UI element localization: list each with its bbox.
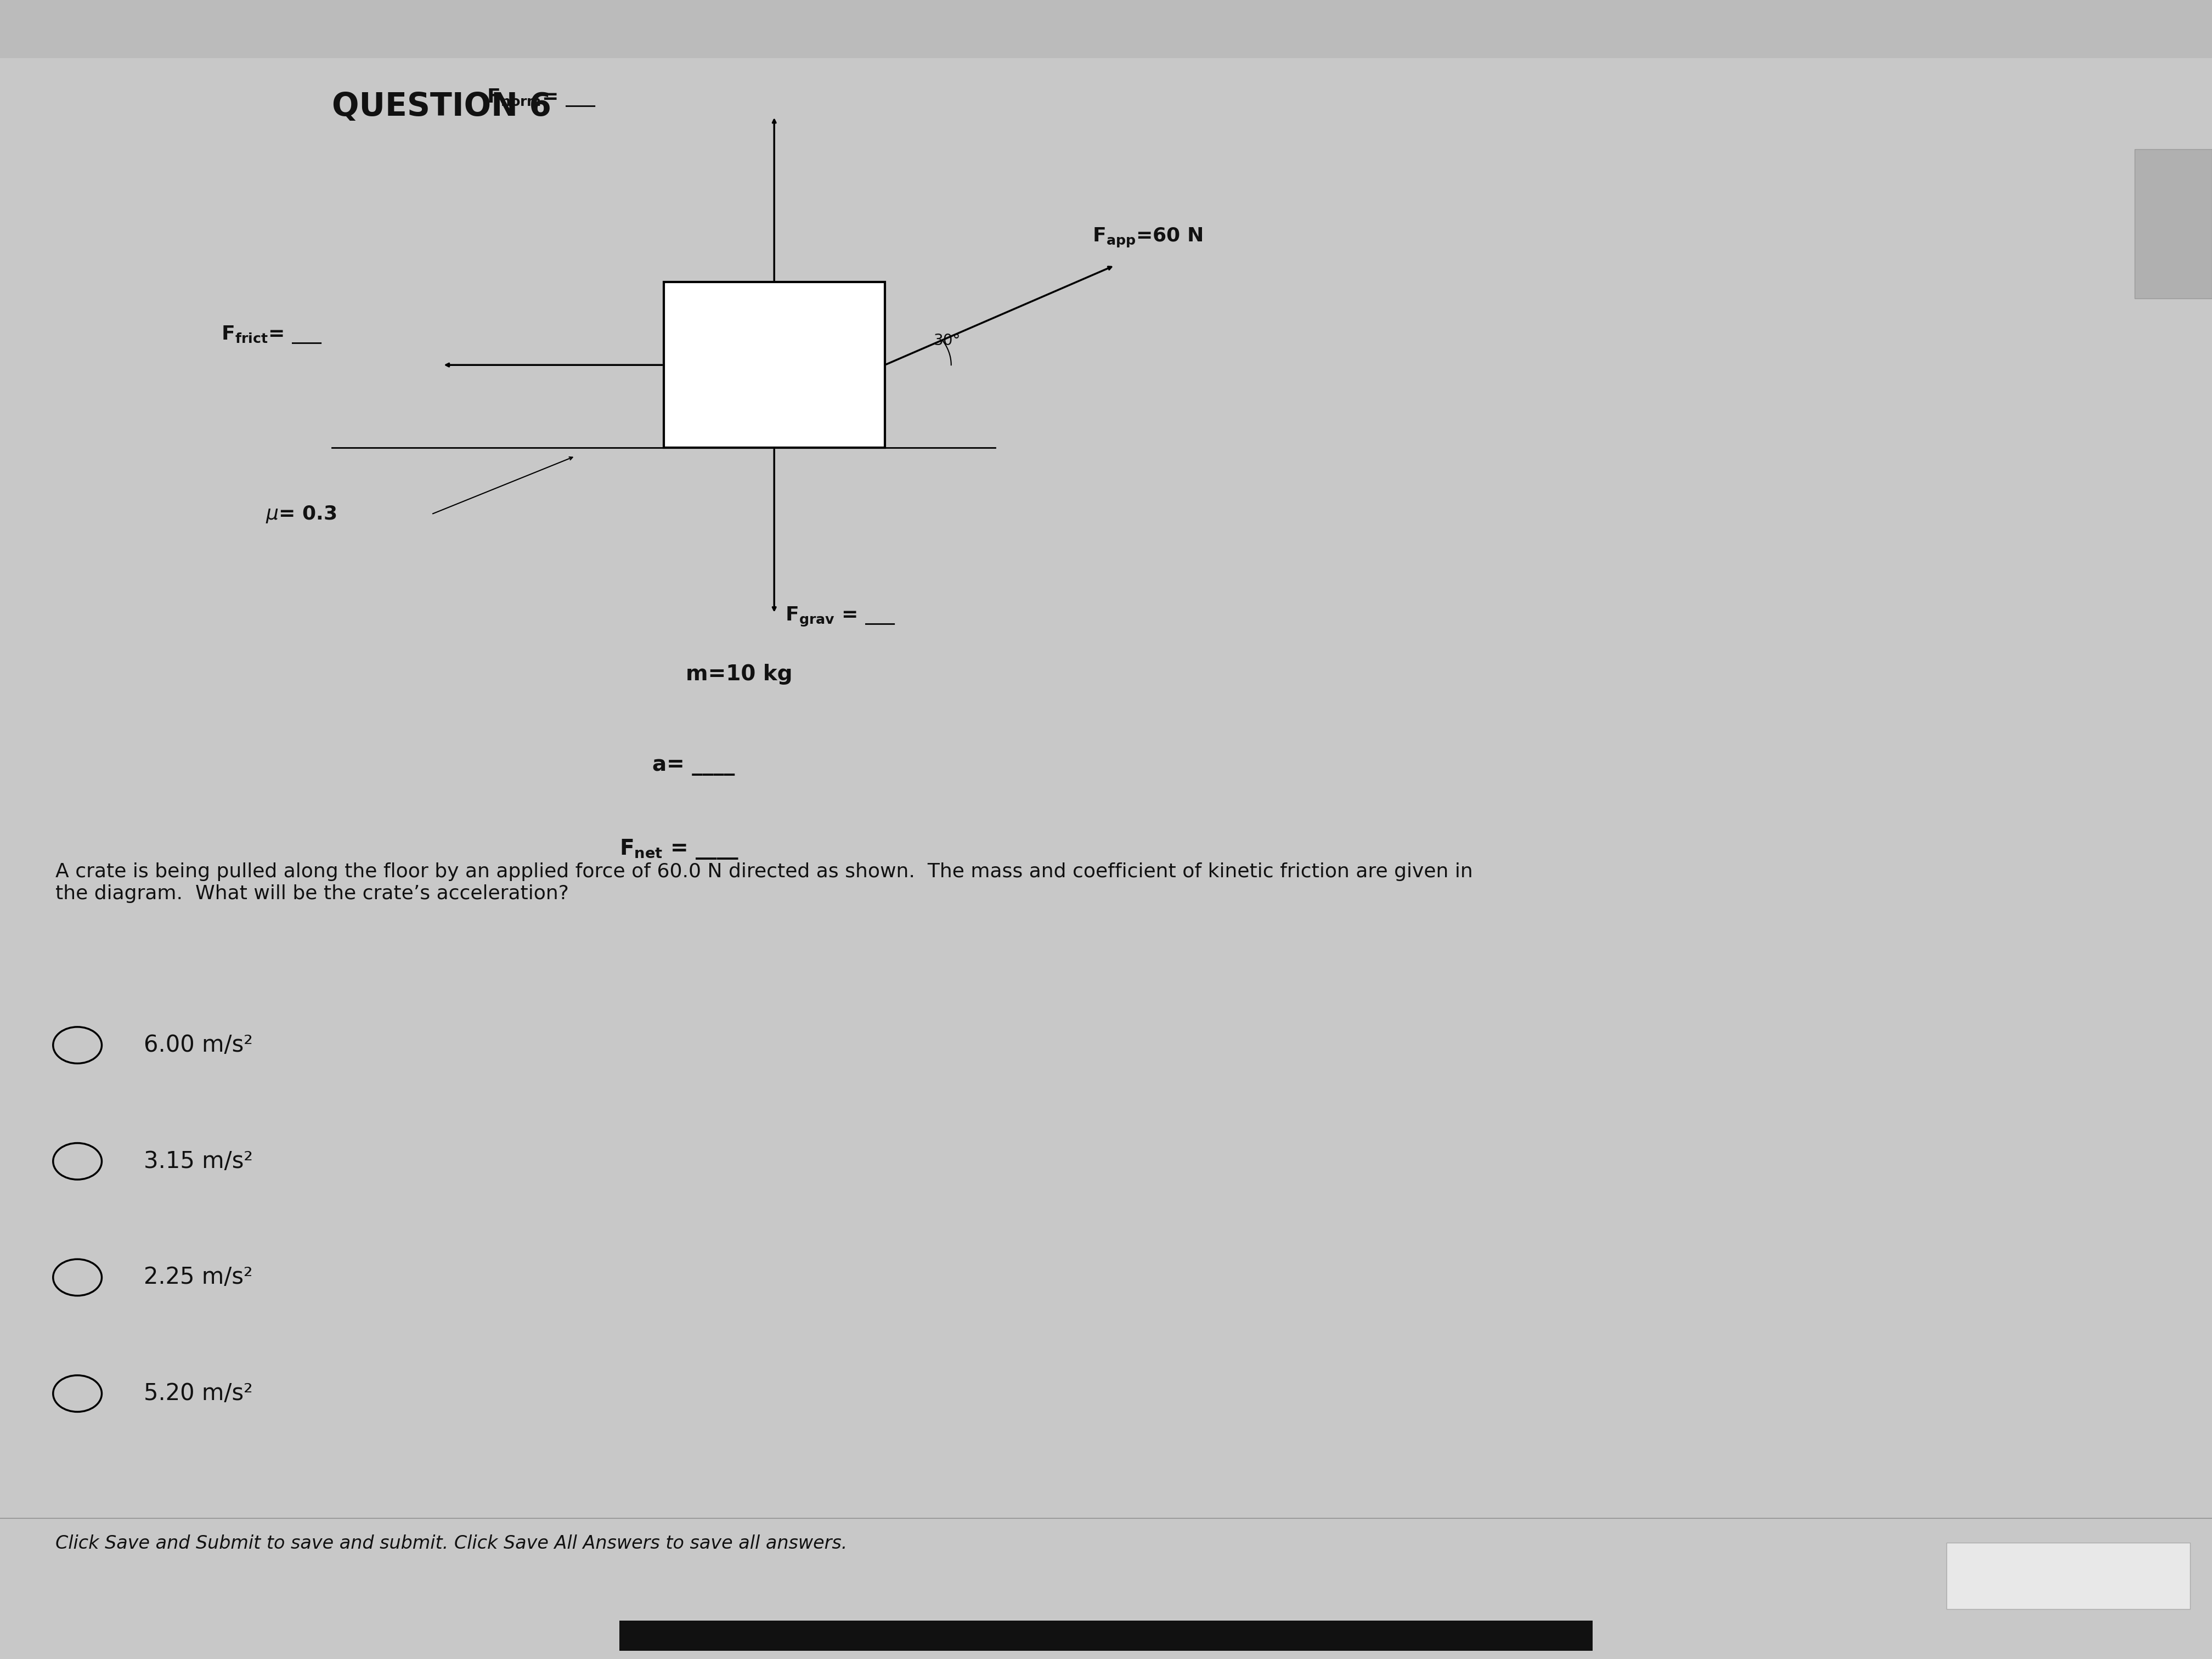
Text: 1 p: 1 p [2183,166,2208,181]
Text: 30°: 30° [933,333,960,348]
Bar [0,0,2212,58]
Text: 5.20 m/s²: 5.20 m/s² [144,1382,252,1405]
Bar [664,282,885,448]
Text: 3.15 m/s²: 3.15 m/s² [144,1150,252,1173]
Text: 2.25 m/s²: 2.25 m/s² [144,1266,252,1289]
Text: $\mu$= 0.3: $\mu$= 0.3 [265,504,336,524]
Bar [2135,149,2212,299]
Text: Save A: Save A [2039,1568,2097,1584]
Bar [619,1621,1593,1651]
Text: a= ____: a= ____ [653,755,734,776]
Text: 6.00 m/s²: 6.00 m/s² [144,1034,252,1057]
Text: A crate is being pulled along the floor by an applied force of 60.0 N directed a: A crate is being pulled along the floor … [55,863,1473,902]
Text: $\mathbf{F_{frict}}$= ___: $\mathbf{F_{frict}}$= ___ [221,324,323,345]
Text: m=10 kg: m=10 kg [686,664,792,685]
Bar [1947,1543,2190,1609]
Text: $\mathbf{F_{grav}}$ = ___: $\mathbf{F_{grav}}$ = ___ [785,606,896,629]
Text: Click Save and Submit to save and submit. Click Save All Answers to save all ans: Click Save and Submit to save and submit… [55,1535,847,1553]
Text: 73%: 73% [2119,25,2157,41]
Text: QUESTION 6: QUESTION 6 [332,91,551,123]
Text: $\mathbf{F_{net}}$ = ____: $\mathbf{F_{net}}$ = ____ [619,838,739,861]
Text: $\mathbf{F_{app}}$=60 N: $\mathbf{F_{app}}$=60 N [1093,226,1203,249]
Text: $\mathbf{F_{norm}}$= ___: $\mathbf{F_{norm}}$= ___ [487,86,595,108]
